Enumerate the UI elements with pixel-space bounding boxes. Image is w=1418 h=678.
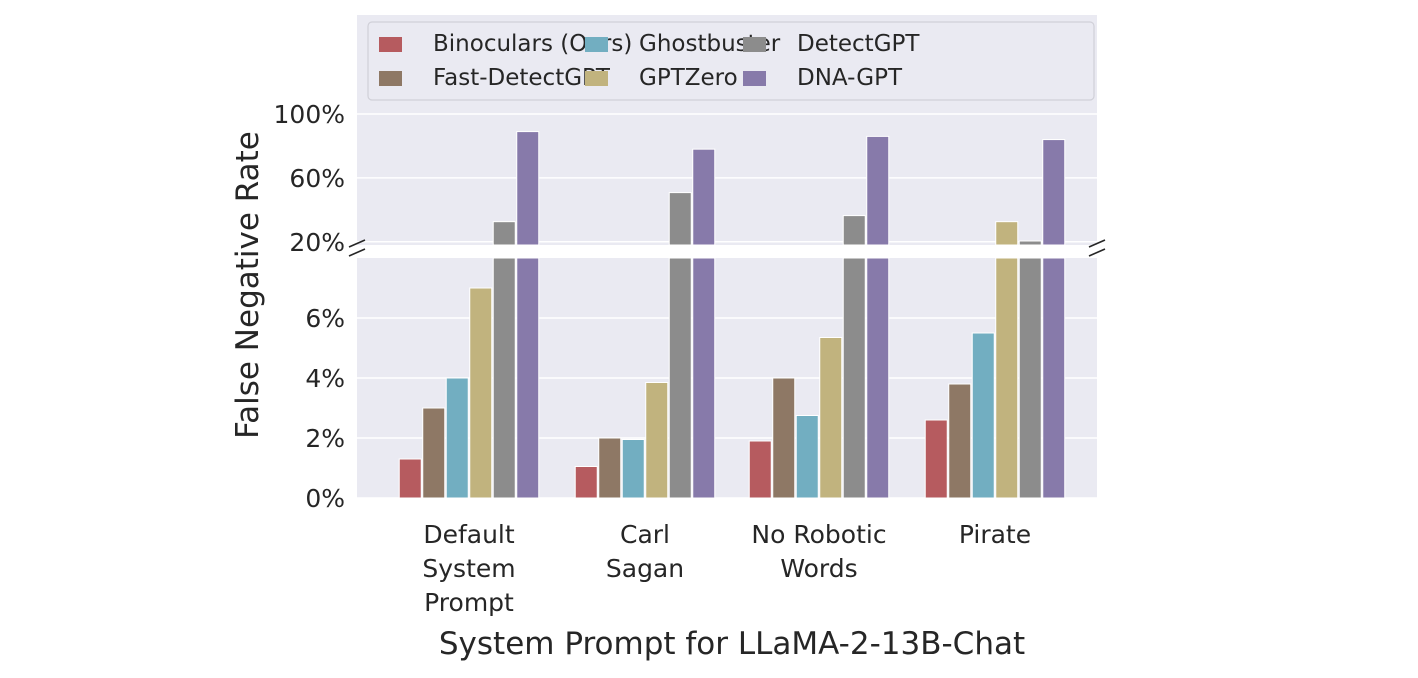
legend-label: DNA-GPT [797, 65, 903, 91]
bar-gptzero [469, 287, 493, 499]
bar-dna-gpt [866, 135, 890, 246]
bar-ghostbuster [795, 415, 819, 499]
bar-binoculars-ours [574, 466, 598, 499]
legend-label: DetectGPT [797, 31, 920, 57]
bar-dna-gpt [516, 131, 540, 246]
bar-ghostbuster [621, 439, 645, 499]
x-tick-label: System [422, 554, 515, 583]
x-axis-label: System Prompt for LLaMA-2-13B-Chat [439, 626, 1025, 662]
bar-dna-gpt [1042, 257, 1066, 499]
x-tick-label: Prompt [424, 588, 514, 617]
axis-break-left [348, 239, 366, 257]
x-tick-label: Default [423, 520, 515, 549]
bar-dna-gpt [692, 148, 716, 246]
y-tick-label: 20% [289, 228, 345, 257]
bar-gptzero [645, 382, 669, 499]
legend-swatch [743, 37, 766, 52]
y-tick-label: 6% [305, 304, 345, 333]
x-tick-label: No Robotic [751, 520, 886, 549]
bar-detectgpt [842, 215, 866, 246]
x-tick-label: Carl [620, 520, 670, 549]
legend-swatch [585, 71, 608, 86]
bar-detectgpt [492, 257, 516, 499]
bar-dna-gpt [516, 257, 540, 499]
legend-swatch [379, 37, 402, 52]
bar-fast-detectgpt [772, 377, 796, 499]
x-tick-label: Words [780, 554, 857, 583]
bar-detectgpt [1018, 240, 1042, 246]
bar-fast-detectgpt [598, 437, 622, 499]
legend-box [367, 21, 1095, 101]
legend: Binoculars (Ours)Fast-DetectGPTGhostbust… [367, 21, 1095, 101]
bar-detectgpt [842, 257, 866, 499]
bar-gptzero [819, 337, 843, 499]
y-axis-label: False Negative Rate [230, 131, 266, 439]
bar-ghostbuster [445, 377, 469, 499]
bar-binoculars-ours [398, 458, 422, 499]
y-tick-label: 0% [305, 484, 345, 513]
bar-fast-detectgpt [948, 383, 972, 499]
bar-binoculars-ours [748, 440, 772, 499]
bar-binoculars-ours [924, 419, 948, 499]
legend-label: GPTZero [639, 65, 738, 91]
bar-detectgpt [1018, 257, 1042, 499]
bar-fast-detectgpt [422, 407, 446, 499]
legend-swatch [743, 71, 766, 86]
bar-gptzero [995, 257, 1019, 499]
x-tick-label: Sagan [606, 554, 684, 583]
bar-dna-gpt [1042, 139, 1066, 246]
legend-swatch [379, 71, 402, 86]
y-tick-label: 60% [289, 164, 345, 193]
bar-ghostbuster [971, 332, 995, 499]
bar-gptzero [995, 221, 1019, 246]
legend-label: Fast-DetectGPT [433, 65, 611, 91]
bar-detectgpt [668, 257, 692, 499]
axis-break-right [1088, 239, 1106, 257]
y-tick-label: 4% [305, 364, 345, 393]
bar-dna-gpt [692, 257, 716, 499]
y-tick-label: 100% [274, 100, 345, 129]
bar-dna-gpt [866, 257, 890, 499]
y-tick-label: 2% [305, 424, 345, 453]
bar-detectgpt [668, 192, 692, 246]
legend-swatch [585, 37, 608, 52]
x-tick-label: Pirate [959, 520, 1031, 549]
bar-detectgpt [492, 221, 516, 246]
